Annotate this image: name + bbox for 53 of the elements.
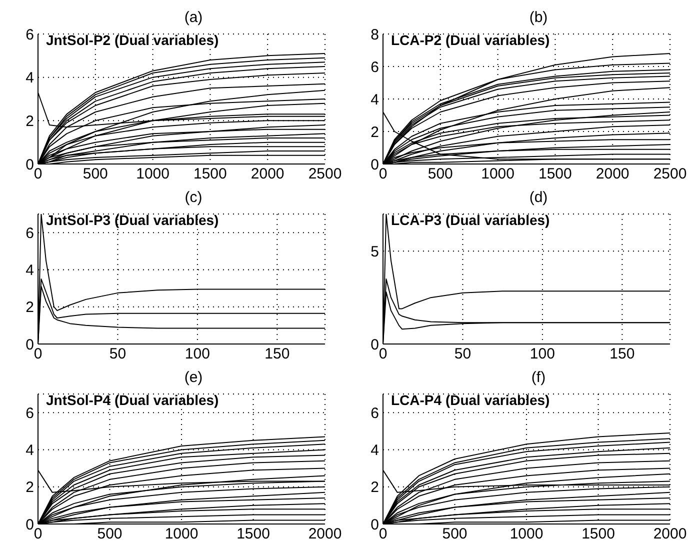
chart-title: (f) bbox=[530, 368, 547, 388]
chart-title: (a) bbox=[183, 8, 204, 28]
y-tick-label: 6 bbox=[370, 58, 379, 76]
y-tick-label: 6 bbox=[26, 26, 34, 44]
x-tick-label: 2500 bbox=[308, 166, 342, 183]
x-tick-label: 2000 bbox=[250, 166, 284, 183]
x-tick-label: 500 bbox=[82, 166, 108, 183]
x-tick-label: 1000 bbox=[136, 166, 170, 183]
x-tick-label: 500 bbox=[442, 526, 468, 543]
y-tick-label: 2 bbox=[26, 112, 34, 130]
y-tick-label: 4 bbox=[370, 91, 379, 108]
chart-title: (e) bbox=[183, 368, 204, 388]
y-tick-label: 5 bbox=[370, 243, 379, 260]
y-tick-label: 6 bbox=[26, 404, 34, 422]
y-tick-label: 4 bbox=[370, 442, 379, 460]
annotation: JntSol-P4 (Dual variables) bbox=[46, 392, 219, 408]
x-tick-label: 50 bbox=[454, 346, 472, 363]
y-tick-label: 2 bbox=[26, 299, 34, 316]
x-tick-label: 150 bbox=[264, 346, 290, 363]
y-tick-label: 6 bbox=[370, 404, 379, 422]
x-tick-label: 1500 bbox=[538, 166, 572, 183]
y-tick-label: 6 bbox=[26, 224, 34, 242]
x-tick-label: 100 bbox=[184, 346, 210, 363]
chart-title: (c) bbox=[184, 188, 204, 208]
y-tick-label: 2 bbox=[370, 124, 379, 141]
x-tick-label: 1500 bbox=[194, 166, 227, 183]
y-tick-label: 4 bbox=[26, 442, 34, 460]
x-tick-label: 2000 bbox=[653, 526, 687, 543]
annotation: JntSol-P3 (Dual variables) bbox=[46, 212, 219, 228]
x-tick-label: 100 bbox=[530, 346, 555, 363]
annotation: LCA-P3 (Dual variables) bbox=[391, 212, 550, 228]
annotation: LCA-P2 (Dual variables) bbox=[391, 32, 550, 48]
y-tick-label: 4 bbox=[26, 262, 34, 280]
x-tick-label: 2500 bbox=[653, 166, 687, 183]
x-tick-label: 2000 bbox=[308, 526, 342, 543]
y-tick-label: 2 bbox=[370, 479, 379, 496]
x-tick-label: 500 bbox=[97, 526, 122, 543]
x-tick-label: 1000 bbox=[164, 526, 198, 543]
x-tick-label: 1500 bbox=[582, 526, 615, 543]
annotation: LCA-P4 (Dual variables) bbox=[391, 392, 550, 408]
annotation: JntSol-P2 (Dual variables) bbox=[46, 32, 219, 48]
x-tick-label: 1000 bbox=[510, 526, 544, 543]
x-tick-label: 2000 bbox=[596, 166, 630, 183]
y-tick-label: 8 bbox=[370, 26, 379, 44]
chart-title: (d) bbox=[528, 188, 549, 208]
x-tick-label: 50 bbox=[109, 346, 126, 363]
x-tick-label: 150 bbox=[610, 346, 635, 363]
x-tick-label: 500 bbox=[428, 166, 453, 183]
y-tick-label: 2 bbox=[26, 479, 34, 496]
chart-title: (b) bbox=[528, 8, 549, 28]
x-tick-label: 1500 bbox=[236, 526, 270, 543]
x-tick-label: 1000 bbox=[481, 166, 514, 183]
y-tick-label: 4 bbox=[26, 70, 34, 87]
